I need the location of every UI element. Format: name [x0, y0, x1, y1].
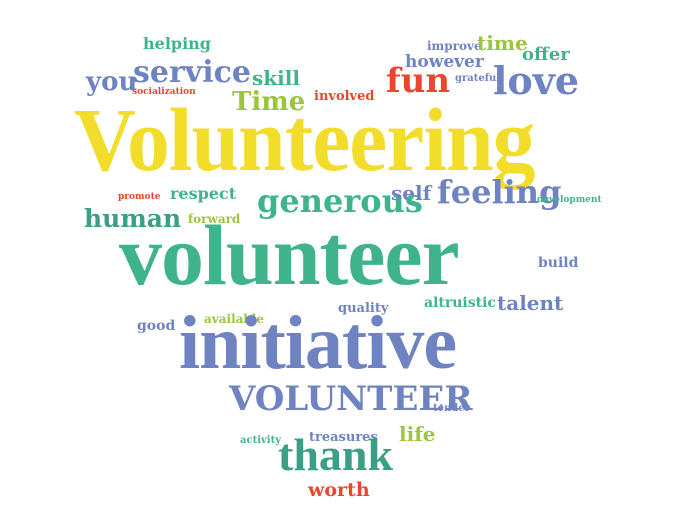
word-development: development	[537, 195, 602, 205]
word-worth: worth	[308, 479, 370, 501]
word-grateful: grateful	[455, 73, 501, 84]
word-feeling: feeling	[437, 173, 562, 211]
word-volunteer: volunteer	[119, 207, 460, 303]
word-improve: improve	[427, 39, 482, 53]
word-human: human	[84, 204, 182, 233]
word-forward: forward	[188, 212, 241, 226]
word-self: self	[391, 181, 432, 205]
word-love: love	[493, 58, 580, 103]
word-initiative: initiative	[179, 301, 457, 385]
word-offer: offer	[522, 44, 570, 65]
word-time-capital: Time	[232, 87, 306, 117]
word-volunteering: Volunteering	[74, 91, 535, 190]
word-fun: fun	[386, 61, 451, 101]
word-service: service	[133, 55, 251, 90]
word-promote: promote	[118, 192, 161, 202]
word-good: good	[137, 318, 176, 334]
word-talent: talent	[497, 291, 564, 315]
word-socialization: socialization	[132, 87, 196, 97]
word-you: you	[86, 67, 138, 97]
word-altruistic: altruistic	[424, 295, 496, 311]
word-quality: quality	[338, 301, 389, 316]
word-activity: activity	[240, 435, 282, 446]
word-skill: skill	[252, 66, 300, 90]
word-generous: generous	[257, 182, 423, 220]
word-thank: thank	[278, 429, 394, 480]
word-helping: helping	[143, 34, 211, 53]
word-available: available	[204, 312, 264, 326]
word-tender: tender	[433, 403, 470, 414]
word-volunteer-caps: VOLUNTEER	[229, 379, 473, 419]
word-however: however	[405, 52, 484, 72]
word-build: build	[538, 255, 579, 271]
word-involved: involved	[314, 89, 375, 104]
word-respect: respect	[170, 184, 237, 203]
word-time: time	[477, 31, 528, 55]
word-life: life	[399, 422, 436, 446]
word-treasures: treasures	[309, 430, 378, 445]
